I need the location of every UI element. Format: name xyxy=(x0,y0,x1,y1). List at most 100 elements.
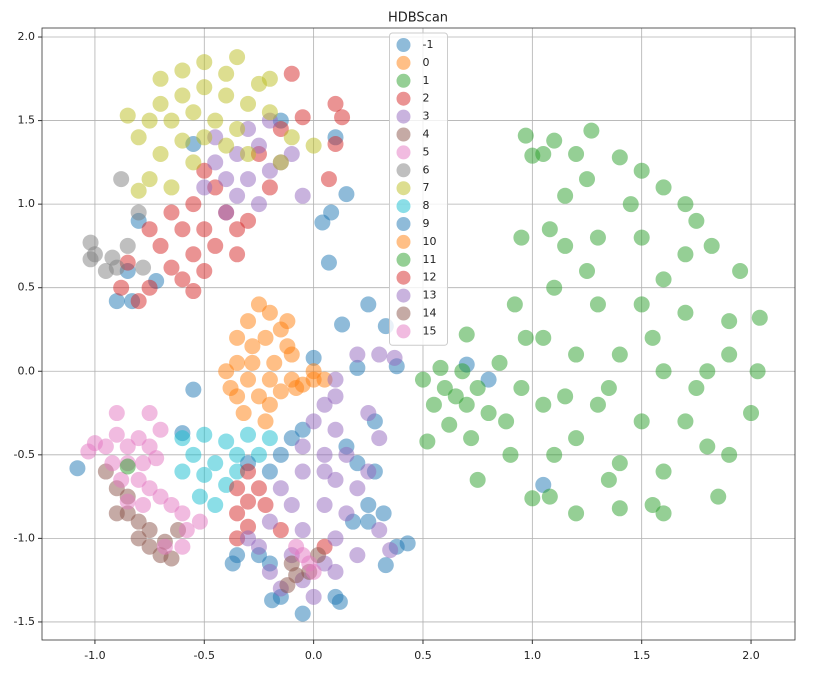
scatter-point xyxy=(207,496,224,513)
scatter-point xyxy=(294,438,311,455)
scatter-point xyxy=(119,237,136,254)
scatter-point xyxy=(244,354,261,371)
scatter-point xyxy=(240,313,257,330)
scatter-point xyxy=(196,466,213,483)
scatter-point xyxy=(579,262,596,279)
scatter-point xyxy=(535,476,552,493)
scatter-point xyxy=(152,237,169,254)
scatter-point xyxy=(163,179,180,196)
legend-marker xyxy=(396,270,411,285)
scatter-point xyxy=(240,212,257,229)
scatter-point xyxy=(314,214,331,231)
scatter-point xyxy=(419,433,436,450)
chart-title: HDBScan xyxy=(388,11,448,26)
scatter-point xyxy=(229,221,246,238)
scatter-point xyxy=(327,530,344,547)
scatter-point xyxy=(130,513,147,530)
scatter-point xyxy=(699,363,716,380)
legend-label: 7 xyxy=(423,181,430,194)
legend-label: 4 xyxy=(423,128,430,141)
scatter-point xyxy=(229,49,246,66)
scatter-point xyxy=(119,493,136,510)
scatter-point xyxy=(327,388,344,405)
scatter-point xyxy=(283,496,300,513)
scatter-point xyxy=(185,196,202,213)
scatter-point xyxy=(141,405,158,422)
scatter-point xyxy=(288,379,305,396)
scatter-point xyxy=(119,438,136,455)
scatter-point xyxy=(272,522,289,539)
scatter-point xyxy=(506,296,523,313)
scatter-point xyxy=(250,538,267,555)
legend-marker xyxy=(396,217,411,231)
scatter-point xyxy=(163,112,180,129)
scatter-point xyxy=(196,162,213,179)
scatter-point xyxy=(130,182,147,199)
scatter-point xyxy=(266,354,283,371)
scatter-point xyxy=(414,371,431,388)
legend-marker xyxy=(396,127,411,142)
scatter-point xyxy=(240,171,257,188)
scatter-point xyxy=(327,588,344,605)
scatter-point xyxy=(327,421,344,438)
scatter-point xyxy=(229,146,246,163)
scatter-point xyxy=(108,293,125,310)
legend-label: 2 xyxy=(423,92,430,105)
scatter-point xyxy=(677,304,694,321)
legend-label: 1 xyxy=(423,74,430,87)
legend-marker xyxy=(396,73,411,88)
scatter-point xyxy=(261,162,278,179)
scatter-point xyxy=(386,349,403,366)
scatter-point xyxy=(513,379,530,396)
scatter-point xyxy=(250,388,267,405)
scatter-point xyxy=(469,471,486,488)
scatter-point xyxy=(371,430,388,447)
scatter-point xyxy=(163,259,180,276)
scatter-point xyxy=(502,446,519,463)
scatter-point xyxy=(743,405,760,422)
legend-marker xyxy=(396,109,411,124)
scatter-point xyxy=(240,371,257,388)
scatter-point xyxy=(360,405,377,422)
scatter-point xyxy=(541,488,558,505)
scatter-point xyxy=(732,262,749,279)
scatter-point xyxy=(655,179,672,196)
scatter-point xyxy=(174,62,191,79)
scatter-point xyxy=(261,371,278,388)
scatter-point xyxy=(174,271,191,288)
x-tick-label: 0.0 xyxy=(305,649,323,662)
scatter-point xyxy=(113,171,130,188)
scatter-point xyxy=(633,162,650,179)
scatter-point xyxy=(141,112,158,129)
scatter-point xyxy=(240,95,257,112)
legend-label: 11 xyxy=(423,253,437,266)
scatter-point xyxy=(349,359,366,376)
scatter-point xyxy=(349,346,366,363)
scatter-point xyxy=(148,450,165,467)
scatter-point xyxy=(721,446,738,463)
scatter-point xyxy=(141,538,158,555)
scatter-point xyxy=(207,237,224,254)
scatter-point xyxy=(250,196,267,213)
scatter-point xyxy=(283,65,300,82)
scatter-point xyxy=(141,522,158,539)
scatter-point xyxy=(240,463,257,480)
scatter-point xyxy=(218,363,235,380)
scatter-point xyxy=(535,146,552,163)
scatter-point xyxy=(305,588,322,605)
scatter-point xyxy=(261,430,278,447)
scatter-point xyxy=(633,229,650,246)
scatter-point xyxy=(454,363,471,380)
scatter-point xyxy=(480,371,497,388)
scatter-point xyxy=(261,396,278,413)
scatter-point xyxy=(152,95,169,112)
y-tick-label: -1.5 xyxy=(14,615,35,628)
scatter-point xyxy=(240,120,257,137)
scatter-point xyxy=(207,179,224,196)
scatter-point xyxy=(207,112,224,129)
scatter-point xyxy=(436,379,453,396)
scatter-point xyxy=(611,500,628,517)
legend-label: 6 xyxy=(423,163,430,176)
scatter-point xyxy=(108,426,125,443)
